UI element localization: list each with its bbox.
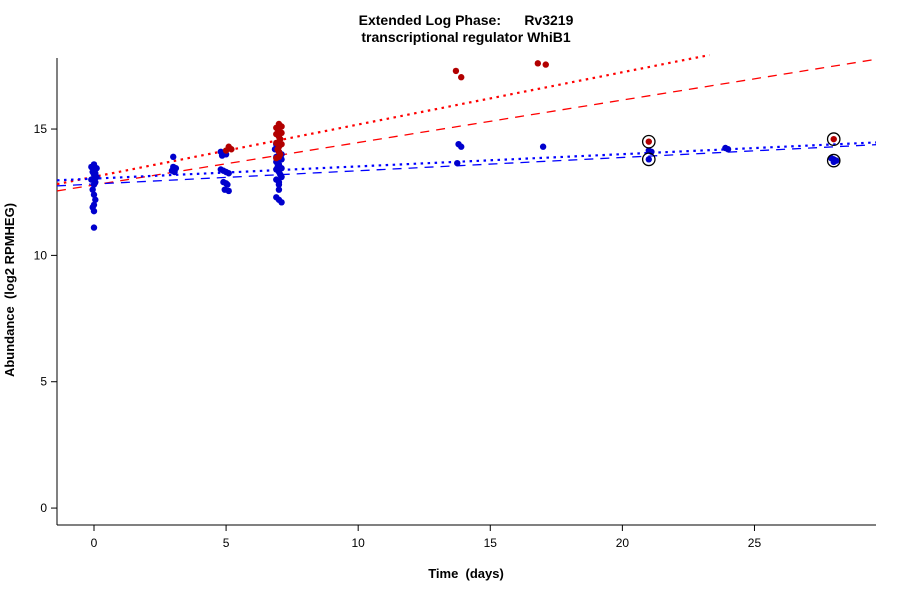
- fit-blue-dashed: [57, 144, 876, 187]
- chart-title-line2: transcriptional regulator WhiB1: [361, 29, 570, 45]
- blue-series-point: [458, 143, 465, 150]
- highlight-ring: [826, 132, 841, 146]
- blue-series-point: [275, 181, 283, 188]
- x-tick-label: 0: [91, 536, 98, 550]
- blue-series-point: [454, 159, 461, 167]
- x-axis-label: Time (days): [428, 566, 504, 581]
- red-series-point: [645, 138, 652, 145]
- fit-red-dashed: [57, 58, 876, 192]
- highlight-ring: [641, 152, 656, 167]
- y-tick-label: 15: [34, 122, 48, 136]
- highlight-ring: [826, 153, 841, 168]
- red-series-point: [228, 146, 235, 153]
- blue-series-point: [170, 153, 177, 161]
- red-series-point: [222, 147, 230, 154]
- y-axis-label: Abundance (log2 RPMHEG): [2, 203, 17, 377]
- x-tick-label: 20: [616, 536, 630, 550]
- blue-series-point: [225, 170, 232, 177]
- red-series-point: [534, 60, 542, 67]
- blue-series-point: [224, 181, 231, 188]
- blue-series-point: [218, 152, 226, 159]
- x-tick-label: 10: [352, 536, 366, 550]
- blue-series-point: [90, 224, 98, 231]
- x-tick-label: 5: [223, 536, 230, 550]
- highlight-ring: [641, 134, 656, 149]
- blue-series-point: [90, 181, 98, 188]
- x-tick-label: 25: [748, 536, 762, 550]
- y-tick-label: 5: [40, 375, 47, 389]
- blue-series-point: [89, 186, 96, 193]
- blue-series-point: [645, 156, 652, 163]
- blue-series-point: [724, 146, 732, 153]
- red-series-point: [830, 135, 837, 143]
- y-tick-label: 10: [34, 248, 48, 262]
- plot-area: [57, 54, 876, 231]
- fit-blue-dotted: [57, 141, 876, 182]
- red-series-point: [458, 74, 465, 81]
- x-tick-label: 15: [484, 536, 498, 550]
- blue-series-point: [539, 143, 547, 150]
- red-series-point: [542, 61, 549, 68]
- blue-series-point: [225, 187, 232, 195]
- blue-series-point: [171, 168, 178, 176]
- blue-series-point: [90, 207, 98, 215]
- fit-red-dotted: [57, 54, 710, 186]
- red-series-point: [452, 67, 460, 75]
- red-series-point: [273, 154, 280, 162]
- blue-series-point: [830, 158, 837, 166]
- chart-title-line1: Extended Log Phase: Rv3219: [359, 12, 574, 28]
- y-tick-label: 0: [40, 501, 47, 515]
- blue-series-point: [278, 199, 285, 206]
- blue-series-point: [90, 191, 98, 198]
- blue-series-point: [92, 196, 99, 203]
- blue-series-point: [275, 186, 283, 193]
- blue-series-point: [278, 173, 285, 181]
